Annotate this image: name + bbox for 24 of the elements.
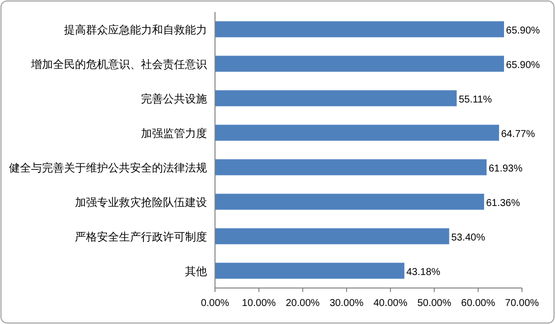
y-tick-label: 增加全民的危机意识、社会责任意识: [30, 58, 207, 71]
x-tick-label: 40.00%: [373, 298, 408, 309]
x-tick-label: 10.00%: [242, 298, 276, 309]
data-label: 65.90%: [506, 60, 540, 71]
data-label: 64.77%: [501, 128, 536, 140]
data-label: 61.36%: [486, 198, 520, 209]
x-tick-label: 20.00%: [286, 298, 320, 309]
data-label: 55.11%: [458, 94, 492, 106]
data-label: 65.90%: [506, 25, 540, 36]
y-tick-label: 加强专业救灾抢险队伍建设: [75, 196, 207, 209]
x-tick-label: 70.00%: [505, 298, 540, 309]
x-tick-label: 30.00%: [330, 298, 364, 309]
x-tick-label: 0.00%: [200, 298, 230, 309]
y-tick-label: 健全与完善关于维护公共安全的法律法规: [9, 161, 207, 174]
y-tick-label: 其他: [185, 264, 207, 278]
data-label: 53.40%: [451, 232, 486, 244]
x-tick-label: 50.00%: [417, 298, 452, 309]
y-tick-label: 加强监管力度: [141, 126, 207, 140]
data-label: 43.18%: [406, 266, 440, 278]
data-label: 61.93%: [488, 163, 523, 174]
y-tick-label: 提高群众应急能力和自救能力: [64, 23, 207, 36]
y-tick-label: 完善公共设施: [141, 92, 207, 106]
y-tick-label: 严格安全生产行政许可制度: [75, 230, 207, 244]
x-tick-label: 60.00%: [461, 298, 496, 309]
